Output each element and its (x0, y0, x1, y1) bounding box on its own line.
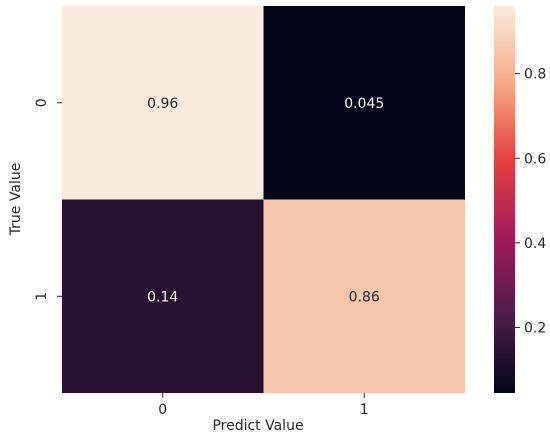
colorbar-tick-label: 0.4 (524, 236, 546, 252)
colorbar (494, 6, 515, 393)
colorbar-tick-label: 0.8 (524, 67, 546, 83)
heatmap-cell-0-0 (62, 6, 264, 200)
x-tick-label: 0 (158, 402, 167, 418)
colorbar-tick-label: 0.6 (524, 151, 546, 167)
heatmap-cell-1-0 (62, 199, 264, 393)
y-axis-label: True Value (8, 163, 24, 237)
cell-value-label: 0.045 (344, 96, 384, 112)
x-tick-label: 1 (360, 402, 369, 418)
x-axis-label: Predict Value (212, 418, 303, 434)
y-tick-label: 0 (34, 98, 50, 107)
colorbar-tick-label: 0.2 (524, 320, 546, 336)
cell-value-label: 0.86 (349, 289, 380, 305)
heatmap-cell-1-1 (263, 199, 465, 393)
heatmap-cell-0-1 (263, 6, 465, 200)
cell-value-label: 0.14 (147, 289, 178, 305)
cell-value-label: 0.96 (147, 96, 178, 112)
y-tick-label: 1 (34, 292, 50, 301)
colorbar-ticks: 0.2 0.4 0.6 0.8 (515, 67, 546, 336)
heatmap-cells (62, 6, 465, 393)
y-axis: 01 (34, 98, 62, 301)
heatmap-cell-labels: 0.96 0.045 0.14 0.86 (147, 96, 384, 306)
